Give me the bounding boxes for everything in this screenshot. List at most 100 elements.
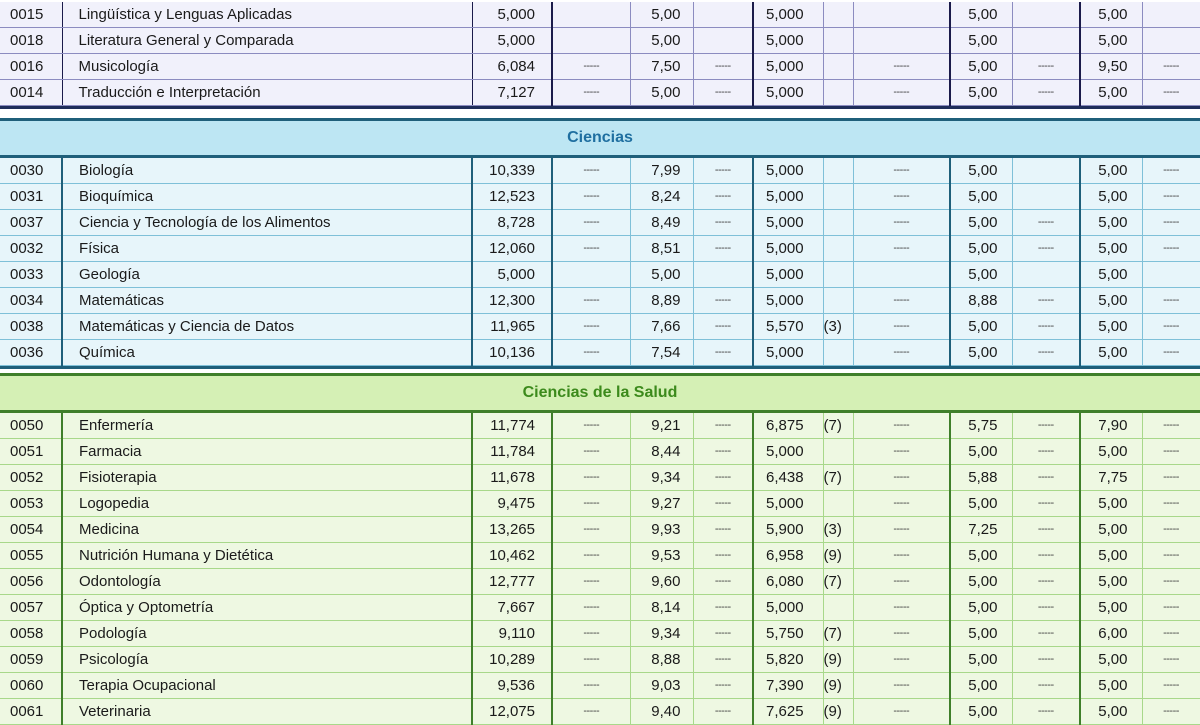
degree-code-cell: 0037 (0, 209, 63, 236)
grade-col4-cell: 5,00 (950, 2, 1013, 28)
dash-col3-cell: ----- (853, 79, 951, 106)
dash-col2-cell: ----- (693, 183, 754, 210)
dash-col4-cell: ----- (1012, 516, 1081, 543)
grade-col2-cell: 5,00 (630, 2, 694, 28)
degree-name-cell: Medicina (62, 516, 473, 543)
table-humanidades: 0015 Lingüística y Lenguas Aplicadas 5,000… (0, 2, 1200, 106)
dash-col1-cell: ----- (552, 620, 631, 647)
grade-col3-cell: 5,000 (753, 287, 824, 314)
dash-col5-cell: ----- (1142, 209, 1200, 236)
degree-code-cell: 0034 (0, 287, 63, 314)
dash-col2-cell: ----- (693, 490, 754, 517)
grade-col3-cell: 5,000 (753, 158, 824, 184)
table-salud: 0050 Enfermería 11,774 ----- 9,21 ----- 6,875(… (0, 413, 1200, 725)
grade-col4-cell: 5,00 (950, 313, 1013, 340)
degree-name-cell: Farmacia (62, 438, 473, 465)
dash-col2-cell: ----- (693, 620, 754, 647)
dash-col3-cell: ----- (853, 620, 951, 647)
dash-col1-cell: ----- (552, 413, 631, 439)
degree-code-cell: 0061 (0, 698, 63, 725)
grade-col2-cell: 9,21 (630, 413, 694, 439)
dash-col2-cell: ----- (693, 698, 754, 725)
dash-col4-cell (1012, 183, 1081, 210)
dash-col4-cell: ----- (1012, 490, 1081, 517)
dash-col5-cell: ----- (1142, 183, 1200, 210)
grade-col4-cell: 5,00 (950, 53, 1013, 80)
note-col3-cell (823, 79, 854, 106)
dash-col5-cell: ----- (1142, 287, 1200, 314)
dash-col1-cell: ----- (552, 438, 631, 465)
dash-col3-cell: ----- (853, 516, 951, 543)
dash-col5-cell: ----- (1142, 620, 1200, 647)
dash-col5-cell: ----- (1142, 542, 1200, 569)
dash-col4-cell: ----- (1012, 620, 1081, 647)
dash-col2-cell: ----- (693, 413, 754, 439)
note-col3-cell: (3) (823, 313, 854, 340)
degree-code-cell: 0014 (0, 79, 63, 106)
grade-col3-cell: 7,390 (753, 672, 824, 699)
dash-col4-cell: ----- (1012, 413, 1081, 439)
dash-col5-cell: ----- (1142, 438, 1200, 465)
dash-col5-cell: ----- (1142, 646, 1200, 673)
dash-col3-cell: ----- (853, 287, 951, 314)
dash-col3-cell: ----- (853, 53, 951, 80)
dash-col3-cell: ----- (853, 209, 951, 236)
tbody-humanidades: 0015 Lingüística y Lenguas Aplicadas 5,000… (0, 2, 1200, 106)
dash-col1-cell (552, 27, 631, 54)
dash-col2-cell: ----- (693, 53, 754, 80)
dash-col5-cell: ----- (1142, 235, 1200, 262)
dash-col5-cell: ----- (1142, 313, 1200, 340)
grade-col3-cell: 5,820 (753, 646, 824, 673)
grade-col5-cell: 5,00 (1080, 646, 1143, 673)
degree-name-cell: Odontología (62, 568, 473, 595)
table-row: 0052 Fisioterapia 11,678 ----- 9,34 ----- 6,43… (0, 464, 1200, 491)
dash-col4-cell: ----- (1012, 339, 1081, 366)
note-col3-cell (823, 490, 854, 517)
dash-col2-cell: ----- (693, 339, 754, 366)
grade-col5-cell: 5,00 (1080, 209, 1143, 236)
grade-col5-cell: 5,00 (1080, 594, 1143, 621)
grade-col1-cell: 12,777 (472, 568, 553, 595)
note-col3-cell (823, 438, 854, 465)
note-col3-cell (823, 261, 854, 288)
dash-col3-cell: ----- (853, 313, 951, 340)
degree-code-cell: 0058 (0, 620, 63, 647)
grade-col3-cell: 5,000 (753, 490, 824, 517)
grade-col5-cell: 5,00 (1080, 490, 1143, 517)
grade-col2-cell: 5,00 (630, 27, 694, 54)
degree-name-cell: Fisioterapia (62, 464, 473, 491)
dash-col4-cell: ----- (1012, 594, 1081, 621)
dash-col2-cell: ----- (693, 209, 754, 236)
note-col3-cell: (3) (823, 516, 854, 543)
dash-col1-cell: ----- (552, 516, 631, 543)
dash-col3-cell: ----- (853, 698, 951, 725)
grade-col4-cell: 8,88 (950, 287, 1013, 314)
grade-col2-cell: 8,14 (630, 594, 694, 621)
table-row: 0060 Terapia Ocupacional 9,536 ----- 9,03 ---… (0, 672, 1200, 699)
note-col3-cell (823, 2, 854, 28)
grade-col2-cell: 9,53 (630, 542, 694, 569)
grade-col2-cell: 7,50 (630, 53, 694, 80)
grade-col3-cell: 5,000 (753, 2, 824, 28)
note-col3-cell: (9) (823, 542, 854, 569)
grade-col5-cell: 5,00 (1080, 287, 1143, 314)
dash-col3-cell: ----- (853, 568, 951, 595)
grade-col1-cell: 12,075 (472, 698, 553, 725)
dash-col2-cell: ----- (693, 568, 754, 595)
grade-col4-cell: 5,75 (950, 413, 1013, 439)
dash-col1-cell: ----- (552, 464, 631, 491)
grade-col5-cell: 9,50 (1080, 53, 1143, 80)
dash-col3-cell (853, 261, 951, 288)
note-col3-cell: (9) (823, 646, 854, 673)
grade-col4-cell: 5,88 (950, 464, 1013, 491)
degree-name-cell: Traducción e Interpretación (62, 79, 473, 106)
dash-col1-cell: ----- (552, 542, 631, 569)
tbody-salud: 0050 Enfermería 11,774 ----- 9,21 ----- 6,875(… (0, 413, 1200, 725)
grade-col2-cell: 9,93 (630, 516, 694, 543)
dash-col1-cell: ----- (552, 235, 631, 262)
degree-code-cell: 0030 (0, 158, 63, 184)
degree-name-cell: Podología (62, 620, 473, 647)
degree-name-cell: Veterinaria (62, 698, 473, 725)
dash-col3-cell (853, 2, 951, 28)
grade-col4-cell: 5,00 (950, 438, 1013, 465)
